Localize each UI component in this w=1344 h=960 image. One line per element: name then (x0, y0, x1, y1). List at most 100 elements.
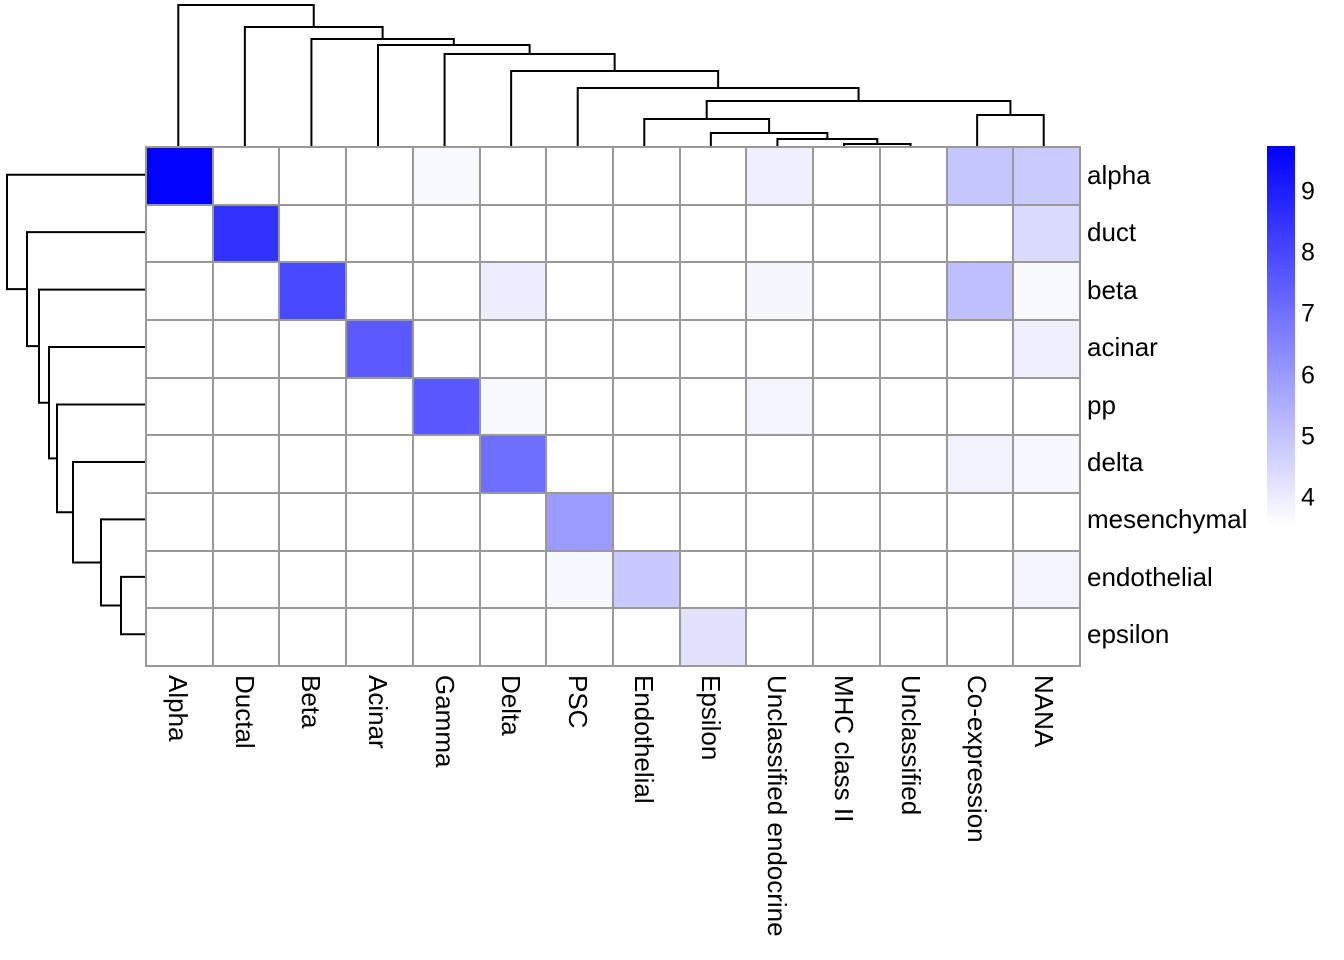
dendrogram-branch (6, 173, 145, 291)
column-label-Beta: Beta (296, 675, 327, 729)
heatmap-cell-alpha-Delta (480, 148, 546, 204)
heatmap-cell-alpha-Gamma (413, 148, 479, 204)
column-label-Acinar: Acinar (363, 675, 393, 749)
column-label-Unclassified: Unclassified (895, 675, 926, 816)
dendrogram-branch (377, 44, 531, 146)
row-label-mesenchymal: mesenchymal (1087, 504, 1248, 535)
heatmap-cell-acinar-Acinar (347, 321, 412, 377)
heatmap-cell-epsilon-Gamma (413, 609, 479, 665)
heatmap-cell-endothelial-Ductal (213, 551, 279, 608)
row-label-endothelial: endothelial (1087, 561, 1213, 592)
heatmap-cell-acinar-Co-expression (947, 321, 1013, 377)
dendrogram-branch (576, 87, 860, 146)
heatmap-cell-delta-Co-expression (947, 436, 1013, 492)
row-label-delta: delta (1087, 446, 1144, 477)
heatmap-cell-endothelial-Co-expression (947, 551, 1013, 608)
heatmap-cell-pp-Co-expression (947, 378, 1013, 435)
heatmap-cell-beta-PSC (547, 263, 612, 319)
legend-tick-8: 8 (1301, 238, 1315, 267)
heatmap-cell-mesenchymal-MHC class II (814, 494, 879, 550)
heatmap-cell-beta-Gamma (413, 263, 479, 319)
heatmap-grid (145, 146, 1081, 667)
heatmap-cell-alpha-PSC (547, 148, 612, 204)
heatmap-cell-duct-Delta (480, 205, 546, 262)
heatmap-cell-acinar-NANA (1014, 321, 1079, 377)
dendrogram-branch (976, 114, 1045, 146)
heatmap-cell-beta-Epsilon (680, 263, 746, 319)
heatmap-cell-beta-Ductal (213, 263, 279, 319)
column-label-Unclassified endocrine: Unclassified endocrine (762, 675, 793, 937)
heatmap-cell-pp-Ductal (213, 378, 279, 435)
heatmap-cell-mesenchymal-PSC (547, 494, 612, 550)
heatmap-cell-acinar-Epsilon (680, 321, 746, 377)
column-dendrogram (177, 4, 1045, 146)
heatmap-cell-epsilon-Epsilon (680, 609, 746, 665)
heatmap-cell-pp-Beta (280, 378, 346, 435)
heatmap-cell-alpha-Co-expression (947, 148, 1013, 204)
heatmap-cell-beta-MHC class II (814, 263, 879, 319)
heatmap-cell-mesenchymal-Unclassified (880, 494, 946, 550)
heatmap-cell-pp-Alpha (147, 378, 212, 435)
heatmap-cell-epsilon-PSC (547, 609, 612, 665)
row-dendrogram (6, 173, 145, 636)
heatmap-cell-beta-Co-expression (947, 263, 1013, 319)
dendrogram-branch (72, 460, 145, 564)
heatmap-cell-alpha-Unclassified (880, 148, 946, 204)
heatmap-cell-pp-Delta (480, 378, 546, 435)
heatmap-cell-endothelial-Endothelial (614, 551, 679, 608)
heatmap-cell-endothelial-PSC (547, 551, 612, 608)
heatmap-cell-epsilon-Unclassified (880, 609, 946, 665)
heatmap-cell-epsilon-Endothelial (614, 609, 679, 665)
heatmap-cell-alpha-Beta (280, 148, 346, 204)
heatmap-cell-endothelial-Epsilon (680, 551, 746, 608)
heatmap-cell-pp-MHC class II (814, 378, 879, 435)
heatmap-cell-alpha-Ductal (213, 148, 279, 204)
heatmap-cell-alpha-Endothelial (614, 148, 679, 204)
heatmap-cell-beta-Alpha (147, 263, 212, 319)
dendrogram-branch (443, 53, 616, 146)
column-label-MHC class II: MHC class II (829, 675, 859, 823)
column-label-Co-expression: Co-expression (962, 675, 993, 843)
heatmap-cell-duct-Unclassified (880, 205, 946, 262)
heatmap-cell-beta-Beta (280, 263, 346, 319)
heatmap-cell-duct-Endothelial (614, 205, 679, 262)
heatmap-cell-duct-Ductal (213, 205, 279, 262)
heatmap-cell-pp-NANA (1014, 378, 1079, 435)
dendrogram-branch (100, 518, 145, 607)
heatmap-cell-endothelial-Unclassified (880, 551, 946, 608)
heatmap-cell-mesenchymal-Unclassified endocrine (747, 494, 813, 550)
heatmap-cell-mesenchymal-Epsilon (680, 494, 746, 550)
heatmap-cell-beta-Unclassified (880, 263, 946, 319)
column-label-Delta: Delta (496, 675, 527, 736)
heatmap-cell-duct-PSC (547, 205, 612, 262)
heatmap-cell-alpha-Alpha (147, 148, 212, 204)
heatmap-cell-duct-Acinar (347, 205, 412, 262)
heatmap-cell-pp-Acinar (347, 378, 412, 435)
heatmap-cell-pp-Unclassified endocrine (747, 378, 813, 435)
row-label-epsilon: epsilon (1087, 619, 1170, 650)
column-label-Alpha: Alpha (163, 675, 194, 742)
heatmap-cell-acinar-Unclassified endocrine (747, 321, 813, 377)
heatmap-cell-delta-Endothelial (614, 436, 679, 492)
heatmap-cell-endothelial-Unclassified endocrine (747, 551, 813, 608)
heatmap-cell-duct-Co-expression (947, 205, 1013, 262)
heatmap-cell-epsilon-Beta (280, 609, 346, 665)
heatmap-cell-mesenchymal-Ductal (213, 494, 279, 550)
row-label-beta: beta (1087, 274, 1138, 305)
heatmap-cell-endothelial-Gamma (413, 551, 479, 608)
heatmap-cell-mesenchymal-Co-expression (947, 494, 1013, 550)
heatmap-cell-duct-NANA (1014, 205, 1079, 262)
heatmap-cell-epsilon-Ductal (213, 609, 279, 665)
heatmap-cell-epsilon-Unclassified endocrine (747, 609, 813, 665)
heatmap-cell-pp-Unclassified (880, 378, 946, 435)
heatmap-cell-endothelial-NANA (1014, 551, 1079, 608)
heatmap-cell-duct-Unclassified endocrine (747, 205, 813, 262)
heatmap-cell-mesenchymal-Endothelial (614, 494, 679, 550)
heatmap-cell-acinar-Ductal (213, 321, 279, 377)
heatmap-cell-delta-PSC (547, 436, 612, 492)
heatmap-cell-acinar-Gamma (413, 321, 479, 377)
heatmap-cell-alpha-MHC class II (814, 148, 879, 204)
heatmap-cell-endothelial-Delta (480, 551, 546, 608)
